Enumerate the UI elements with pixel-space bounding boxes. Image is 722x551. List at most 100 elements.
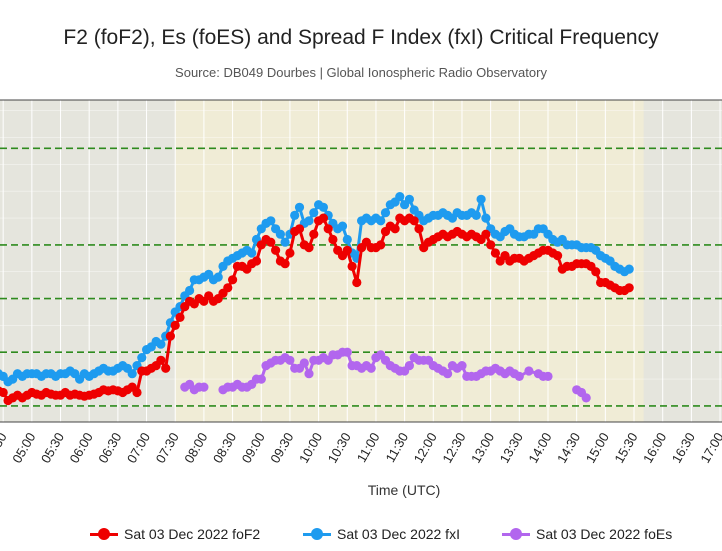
data-point[interactable]: [213, 272, 223, 282]
data-point[interactable]: [347, 261, 357, 271]
x-tick-label: 14:30: [554, 430, 583, 466]
data-point[interactable]: [404, 194, 414, 204]
data-point[interactable]: [309, 208, 319, 218]
data-point[interactable]: [581, 393, 591, 403]
x-tick-label: 11:00: [354, 430, 383, 465]
x-tick-label: 16:00: [640, 430, 669, 466]
data-point[interactable]: [380, 208, 391, 218]
data-point[interactable]: [457, 361, 467, 371]
data-point[interactable]: [165, 331, 175, 341]
data-point[interactable]: [390, 224, 400, 234]
data-point[interactable]: [251, 256, 262, 266]
x-tick-label: 10:00: [296, 430, 325, 466]
data-point[interactable]: [290, 210, 300, 220]
series-2: [180, 347, 591, 403]
chart-subtitle: Source: DB049 Dourbes | Global Ionospher…: [175, 65, 547, 80]
x-axis-label: Time (UTC): [368, 482, 441, 498]
data-point[interactable]: [624, 264, 634, 274]
data-point[interactable]: [161, 363, 171, 373]
data-point[interactable]: [0, 387, 8, 398]
data-point[interactable]: [285, 248, 295, 258]
x-tick-label: 15:30: [611, 430, 640, 466]
data-point[interactable]: [543, 371, 553, 381]
data-point[interactable]: [476, 194, 486, 204]
data-point[interactable]: [376, 216, 386, 226]
data-point[interactable]: [323, 224, 333, 234]
data-point[interactable]: [352, 277, 362, 288]
data-point[interactable]: [514, 371, 524, 381]
data-point[interactable]: [294, 202, 305, 212]
data-point[interactable]: [275, 229, 285, 239]
x-tick-label: 09:30: [267, 430, 296, 466]
data-point[interactable]: [414, 224, 424, 234]
data-point[interactable]: [127, 369, 137, 379]
data-point[interactable]: [280, 259, 290, 269]
x-tick-label: 16:30: [669, 430, 698, 466]
data-point[interactable]: [486, 240, 496, 250]
data-point[interactable]: [285, 355, 295, 365]
data-point[interactable]: [309, 229, 319, 239]
data-point[interactable]: [318, 213, 328, 223]
data-point[interactable]: [342, 234, 352, 245]
legend-item-foes[interactable]: Sat 03 Dec 2022 foEs: [502, 522, 672, 546]
data-point[interactable]: [266, 237, 276, 247]
data-point[interactable]: [395, 192, 405, 202]
data-point[interactable]: [366, 363, 376, 373]
data-point[interactable]: [247, 248, 257, 258]
legend-item-fxi[interactable]: Sat 03 Dec 2022 fxI: [303, 522, 460, 546]
legend-label-fof2: Sat 03 Dec 2022 foF2: [124, 526, 261, 542]
data-point[interactable]: [328, 234, 338, 245]
data-point[interactable]: [591, 267, 601, 277]
data-point[interactable]: [266, 216, 276, 226]
data-point[interactable]: [318, 202, 328, 212]
data-point[interactable]: [137, 353, 147, 363]
x-tick-label: 17:00: [697, 430, 722, 466]
data-point[interactable]: [376, 240, 386, 250]
data-point[interactable]: [342, 245, 352, 255]
data-point[interactable]: [271, 245, 281, 255]
data-point[interactable]: [294, 224, 305, 234]
data-point[interactable]: [156, 339, 166, 349]
data-point[interactable]: [481, 229, 491, 239]
data-point[interactable]: [228, 275, 238, 285]
data-point[interactable]: [304, 369, 314, 379]
data-point[interactable]: [443, 369, 453, 379]
data-point[interactable]: [170, 320, 180, 330]
data-point[interactable]: [156, 355, 166, 365]
x-tick-label: 07:00: [124, 430, 153, 466]
x-tick-label: 12:30: [439, 430, 468, 466]
data-point[interactable]: [175, 312, 185, 322]
data-point[interactable]: [304, 243, 314, 253]
data-point[interactable]: [404, 361, 414, 371]
x-tick-label: 14:00: [525, 430, 554, 466]
data-point[interactable]: [342, 347, 352, 357]
x-tick-label: 07:30: [153, 430, 182, 466]
x-tick-label: 05:30: [38, 430, 67, 466]
x-tick-label: 06:30: [95, 430, 124, 466]
data-point[interactable]: [304, 216, 314, 226]
data-point[interactable]: [185, 285, 195, 296]
data-point[interactable]: [199, 382, 209, 392]
legend-item-fof2[interactable]: Sat 03 Dec 2022 foF2: [90, 522, 260, 546]
data-point[interactable]: [280, 237, 290, 247]
series-0: [0, 213, 634, 406]
legend-swatch-fxi: [303, 527, 331, 541]
data-point[interactable]: [132, 387, 142, 398]
data-point[interactable]: [337, 221, 348, 231]
x-tick-label: 13:00: [468, 430, 497, 466]
x-tick-label: 04:30: [0, 430, 10, 466]
data-point[interactable]: [256, 374, 266, 384]
data-point[interactable]: [553, 251, 563, 261]
legend-label-fxi: Sat 03 Dec 2022 fxI: [337, 526, 460, 542]
data-point[interactable]: [481, 213, 491, 223]
data-point[interactable]: [223, 283, 233, 293]
data-point[interactable]: [299, 358, 309, 368]
data-point[interactable]: [524, 366, 534, 376]
data-point[interactable]: [471, 210, 481, 220]
legend-swatch-foes: [502, 527, 530, 541]
data-point[interactable]: [490, 248, 500, 258]
x-tick-label: 06:00: [67, 430, 96, 466]
data-point[interactable]: [624, 283, 634, 293]
data-point[interactable]: [409, 216, 419, 226]
